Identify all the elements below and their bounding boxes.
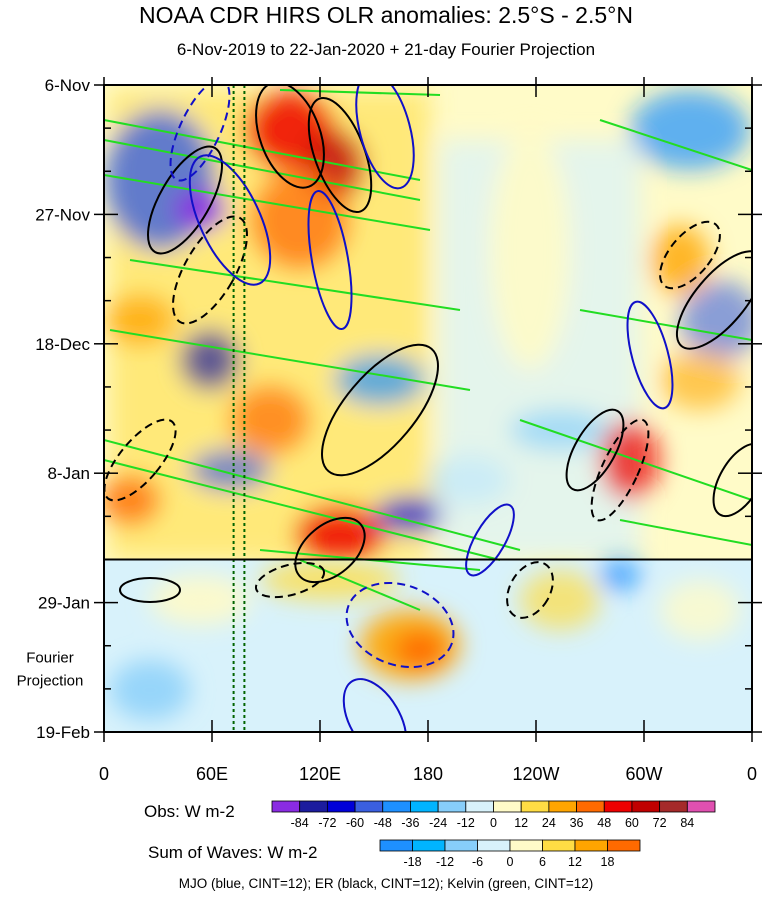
colorbar-swatch [574, 839, 608, 852]
kelvin-contours [104, 89, 752, 611]
waves-colorbar-label: Sum of Waves: W m-2 [148, 843, 318, 862]
x-tick-label: 0 [747, 764, 757, 784]
x-axis: 0 60E 120E 180 120W 60W 0 [99, 77, 757, 784]
y-tick-label: 18-Dec [35, 335, 90, 354]
y-tick-label: 27-Nov [35, 205, 90, 224]
colorbar-tick-label: 12 [514, 816, 528, 830]
colorbar-tick-label: 0 [507, 855, 514, 869]
projection-label: Fourier [26, 650, 74, 667]
colorbar-swatch [542, 839, 576, 852]
colorbar-tick-label: 0 [490, 816, 497, 830]
colorbar-tick-label: 84 [680, 816, 694, 830]
plot-area [104, 85, 752, 732]
projection-label: Projection [17, 673, 84, 690]
colorbar-tick-label: 48 [597, 816, 611, 830]
colorbar-tick-label: -24 [429, 816, 447, 830]
colorbar-tick-label: -36 [401, 816, 419, 830]
colorbar-swatch [477, 839, 511, 852]
colorbar-swatch [548, 800, 577, 813]
colorbar-tick-label: -60 [346, 816, 364, 830]
colorbar-tick-label: 36 [570, 816, 584, 830]
colorbar-swatch [607, 839, 641, 852]
colorbar-tick-label: 18 [601, 855, 615, 869]
x-tick-label: 180 [413, 764, 443, 784]
colorbar-swatch [493, 800, 522, 813]
x-tick-label: 0 [99, 764, 109, 784]
x-tick-label: 120E [299, 764, 341, 784]
colorbar-tick-label: 24 [542, 816, 556, 830]
colorbar-swatch [382, 800, 411, 813]
y-tick-label: 29-Jan [38, 594, 90, 613]
colorbar-tick-label: -48 [374, 816, 392, 830]
colorbar-tick-label: -18 [403, 855, 421, 869]
colorbar-swatch [465, 800, 494, 813]
colorbar-swatch [271, 800, 301, 813]
colorbar-swatch [520, 800, 550, 813]
colorbar-swatch [631, 800, 661, 813]
waves-colorbar: -18 -12 -6 0 6 12 18 [379, 839, 641, 869]
colorbar-swatch [379, 839, 413, 852]
x-tick-label: 60E [196, 764, 228, 784]
contour-legend: MJO (blue, CINT=12); ER (black, CINT=12)… [178, 876, 594, 891]
x-tick-label: 60W [625, 764, 662, 784]
mjo-contours [188, 85, 674, 732]
y-axis: 6-Nov 27-Nov 18-Dec 8-Jan 29-Jan 19-Feb Fourie… [17, 76, 762, 742]
colorbar-tick-label: -6 [472, 855, 483, 869]
colorbar-swatch [326, 800, 356, 813]
y-tick-label: 6-Nov [45, 76, 91, 95]
wave-contours [104, 85, 752, 732]
colorbar-tick-label: -84 [291, 816, 309, 830]
colorbar-swatch [509, 839, 543, 852]
colorbar-tick-label: 12 [568, 855, 582, 869]
y-tick-label: 19-Feb [36, 723, 90, 742]
colorbar-swatch [412, 839, 446, 852]
colorbar-tick-label: 72 [653, 816, 667, 830]
colorbar-swatch [659, 800, 688, 813]
projection-anomaly-field [110, 560, 740, 720]
chart-title: NOAA CDR HIRS OLR anomalies: 2.5°S - 2.5… [139, 2, 633, 28]
colorbar-tick-label: -12 [436, 855, 454, 869]
colorbar-swatch [444, 839, 478, 852]
colorbar-tick-label: 60 [625, 816, 639, 830]
colorbar-swatch [354, 800, 384, 813]
colorbar-swatch [410, 800, 439, 813]
colorbar-swatch [437, 800, 467, 813]
er-contours-negative [104, 215, 721, 619]
colorbar-swatch [576, 800, 605, 813]
mjo-contours-negative [169, 85, 455, 669]
chart-subtitle: 6-Nov-2019 to 22-Jan-2020 + 21-day Fouri… [176, 40, 596, 59]
colorbar-swatch [299, 800, 328, 813]
colorbar-tick-label: -72 [318, 816, 336, 830]
colorbar-tick-label: -12 [457, 816, 475, 830]
x-tick-label: 120W [512, 764, 559, 784]
colorbar-swatch [603, 800, 633, 813]
colorbar-swatch [686, 800, 716, 813]
colorbar-tick-label: 6 [539, 855, 546, 869]
obs-colorbar: -84 -72 -60 -48 -36 -24 -12 0 12 24 36 48 60 72 84 [271, 800, 716, 830]
obs-colorbar-label: Obs: W m-2 [144, 802, 235, 821]
y-tick-label: 8-Jan [47, 464, 90, 483]
